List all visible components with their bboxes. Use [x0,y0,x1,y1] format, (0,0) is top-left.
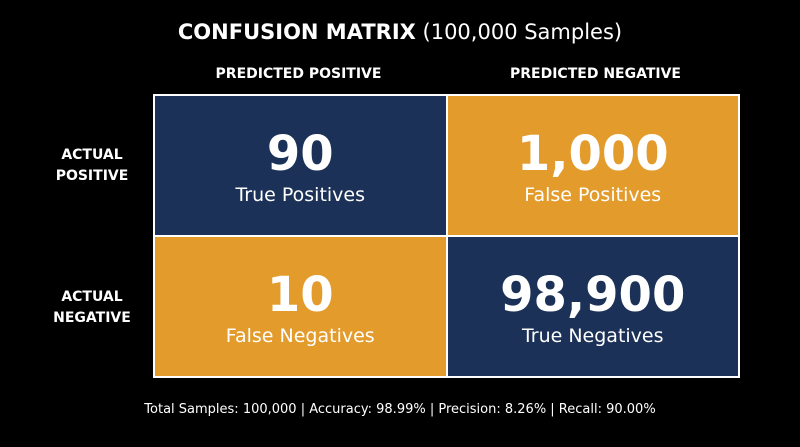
matrix: 90 True Positives 1,000 False Positives 10… [153,94,740,378]
cell-value: 1,000 [516,125,669,182]
cell-label: True Negatives [521,324,664,347]
cell: 90 True Positives [155,96,446,235]
title-main: CONFUSION MATRIX [177,20,416,44]
row-header: ACTUAL POSITIVE [55,147,129,184]
cell-label: False Negatives [225,324,375,347]
row-header: ACTUAL NEGATIVE [53,289,131,326]
title-sub: (100,000 Samples) [422,20,623,44]
cell: 98,900 True Negatives [447,237,738,376]
column-header: PREDICTED NEGATIVE [510,66,681,82]
cell: 1,000 False Positives [447,96,738,235]
cell-value: 98,900 [500,266,686,323]
title: CONFUSION MATRIX (100,000 Samples) [0,20,800,44]
cell-value: 90 [266,125,334,182]
cell-label: True Positives [235,183,366,206]
footer: Total Samples: 100,000 | Accuracy: 98.99… [144,402,656,417]
cell: 10 False Negatives [155,237,446,376]
column-header: PREDICTED POSITIVE [215,66,382,82]
cell-value: 10 [266,266,334,323]
cell-label: False Positives [524,183,662,206]
